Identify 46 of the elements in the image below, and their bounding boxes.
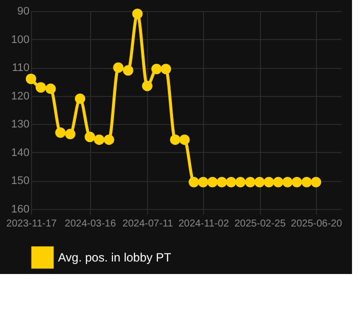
point [198,176,208,188]
point [45,84,56,94]
x-tick-label: 2024-03-16 [64,218,116,230]
legend-label: Avg. pos. in lobby PT [58,250,172,264]
point [142,80,152,92]
y-tick-label: 110 [12,62,30,74]
point [84,132,96,142]
point [94,134,104,145]
point [132,8,143,20]
point [170,134,180,145]
point [104,134,114,145]
point [254,176,265,188]
point [160,64,172,74]
point [151,64,162,74]
y-tick-label: 100 [11,34,30,46]
x-tick-label: 2025-06-20 [290,218,342,230]
point [113,62,124,73]
point [74,93,86,104]
point [235,176,246,188]
x-tick-label: 2024-11-02 [178,218,230,230]
point [264,176,274,188]
x-tick-label: 2025-02-25 [234,218,286,230]
point [122,65,134,76]
point [310,176,322,188]
point [179,134,190,145]
point [26,74,36,84]
x-tick-label: 2023-11-17 [6,218,58,230]
y-tick-label: 120 [11,90,30,102]
point [216,176,228,188]
y-tick-label: 150 [11,175,30,188]
point [64,128,76,140]
y-tick-label: 160 [11,204,30,216]
point [282,176,293,188]
y-tick-label: 130 [11,118,30,131]
point [36,82,46,93]
point [301,176,312,188]
point [272,176,284,188]
point [55,127,66,138]
point [226,176,236,188]
point [292,176,302,188]
y-tick-label: 140 [11,146,30,159]
point [188,176,200,188]
point [245,176,256,188]
x-tick-label: 2024-07-11 [122,218,174,230]
point [207,176,218,188]
y-tick-label: 90 [17,6,30,18]
